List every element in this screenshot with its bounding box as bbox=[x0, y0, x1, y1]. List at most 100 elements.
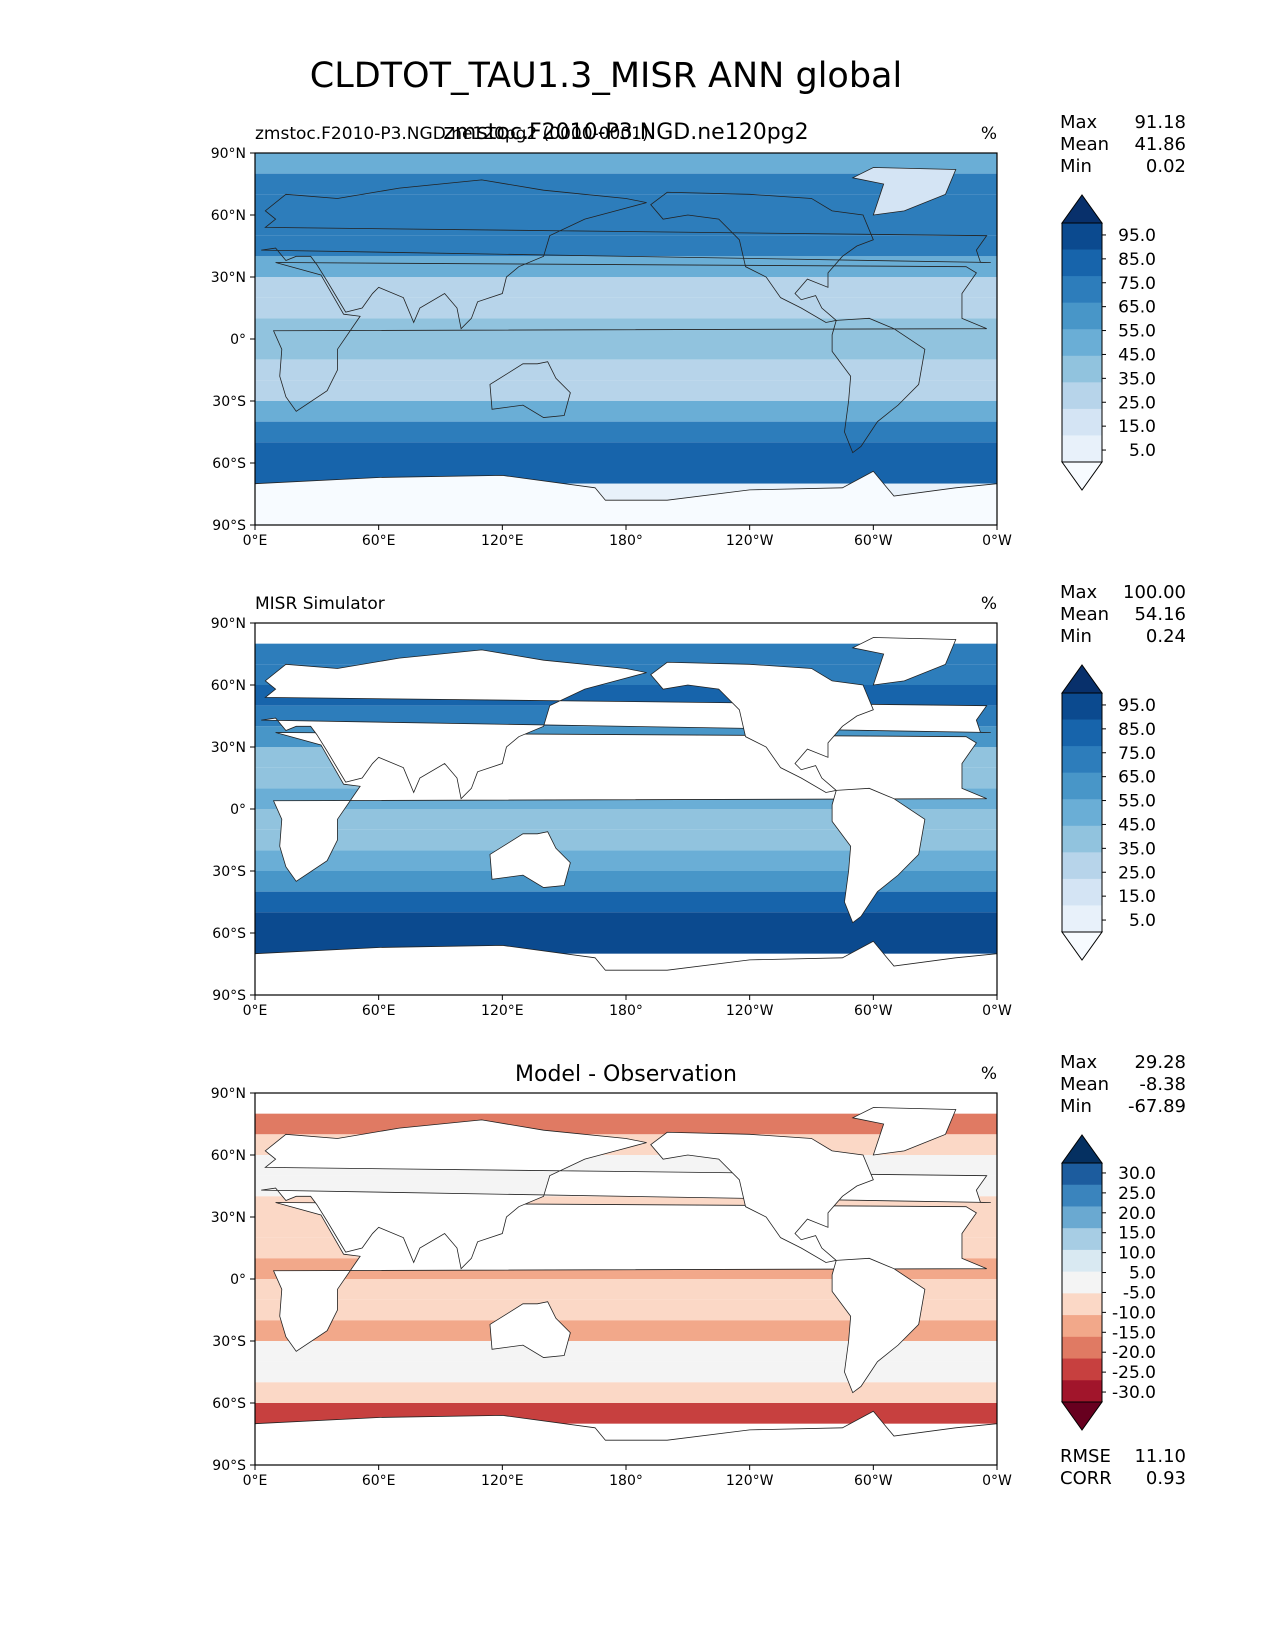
colorbar-box bbox=[1062, 852, 1102, 880]
coastline bbox=[831, 787, 926, 924]
colorbar: 30.025.020.015.010.05.0-5.0-10.0-15.0-20… bbox=[1061, 1134, 1156, 1431]
stat-value: 29.28 bbox=[1134, 1052, 1186, 1073]
colorbar-tick-label: -20.0 bbox=[1112, 1343, 1156, 1363]
colorbar-tick-label: 55.0 bbox=[1118, 322, 1156, 342]
y-tick-label: 60°N bbox=[211, 678, 246, 694]
colorbar-box bbox=[1062, 355, 1102, 383]
colorbar-box bbox=[1062, 1228, 1102, 1251]
zonal-band bbox=[255, 194, 997, 215]
zonal-band bbox=[255, 829, 997, 851]
y-tick-label: 60°S bbox=[212, 456, 246, 472]
y-tick-label: 0° bbox=[230, 332, 246, 348]
stat-label: Min bbox=[1060, 626, 1092, 647]
colorbar-tick-label: 15.0 bbox=[1118, 417, 1156, 437]
zonal-band bbox=[255, 809, 997, 830]
colorbar-box bbox=[1062, 878, 1102, 906]
y-tick-label: 60°N bbox=[211, 208, 246, 224]
y-tick-label: 0° bbox=[230, 1272, 246, 1288]
zonal-band bbox=[255, 442, 997, 463]
colorbar-tick-label: 30.0 bbox=[1118, 1164, 1156, 1184]
x-tick-label: 120°E bbox=[481, 1003, 524, 1019]
zonal-band bbox=[255, 912, 997, 933]
coastline bbox=[489, 831, 571, 888]
coastlines bbox=[255, 1107, 997, 1465]
zonal-band bbox=[255, 850, 997, 871]
x-tick-label: 0°E bbox=[243, 533, 268, 549]
colorbar-frame bbox=[1061, 222, 1103, 463]
zonal-band bbox=[255, 1299, 997, 1321]
zonal-band bbox=[255, 297, 997, 319]
colorbar-box bbox=[1062, 1249, 1102, 1273]
y-tick-label: 90°S bbox=[212, 988, 246, 1004]
colorbar-tick-label: 65.0 bbox=[1118, 298, 1156, 318]
colorbar-box bbox=[1062, 1271, 1102, 1294]
x-tick-label: 120°W bbox=[726, 533, 774, 549]
x-tick-label: 0°E bbox=[243, 1003, 268, 1019]
colorbar-box bbox=[1062, 1293, 1102, 1316]
colorbar-tick-label: 25.0 bbox=[1118, 1184, 1156, 1204]
stat-label: Mean bbox=[1060, 604, 1109, 625]
colorbar-tick-label: -10.0 bbox=[1112, 1303, 1156, 1323]
colorbar-extend-top bbox=[1061, 664, 1103, 694]
zonal-band bbox=[255, 173, 997, 195]
panel-units: % bbox=[981, 594, 997, 614]
coastline bbox=[489, 1301, 571, 1358]
stat-value: 0.24 bbox=[1146, 626, 1186, 647]
coastline bbox=[851, 167, 957, 216]
coastline bbox=[255, 470, 997, 525]
coastline bbox=[831, 317, 926, 454]
colorbar-tick-label: 55.0 bbox=[1118, 792, 1156, 812]
colorbar-tick-label: 65.0 bbox=[1118, 768, 1156, 788]
x-tick-label: 120°E bbox=[481, 1473, 524, 1489]
zonal-band bbox=[255, 359, 997, 381]
colorbar-box bbox=[1062, 1358, 1102, 1381]
x-tick-label: 180° bbox=[609, 533, 643, 549]
coastline bbox=[851, 637, 957, 686]
zonal-band bbox=[255, 1279, 997, 1300]
colorbar-box bbox=[1062, 1336, 1102, 1360]
colorbar-box bbox=[1062, 772, 1102, 800]
coastline bbox=[261, 179, 991, 330]
y-tick-label: 90°S bbox=[212, 518, 246, 534]
colorbar-extend-bottom bbox=[1061, 1401, 1103, 1431]
colorbar-box bbox=[1062, 1206, 1102, 1229]
colorbar-tick-label: 15.0 bbox=[1118, 1224, 1156, 1244]
map-panel-1: 0°E 60°E 120°E 180° 120°W 60°W 0°W 90°N 60°N 30°N… bbox=[211, 112, 1186, 549]
footer-stat-label: RMSE bbox=[1060, 1446, 1111, 1467]
colorbar-box bbox=[1062, 329, 1102, 357]
colorbar-box bbox=[1062, 1163, 1102, 1186]
x-tick-label: 0°W bbox=[982, 1473, 1012, 1489]
map-panel-2: 0°E 60°E 120°E 180° 120°W 60°W 0°W 90°N 60°N 30°N… bbox=[211, 582, 1186, 1019]
colorbar-box bbox=[1062, 799, 1102, 827]
stat-value: 91.18 bbox=[1134, 112, 1186, 133]
y-tick-label: 30°N bbox=[211, 740, 246, 756]
colorbar-box bbox=[1062, 905, 1102, 933]
stat-label: Max bbox=[1060, 582, 1098, 603]
coastline bbox=[831, 1257, 926, 1394]
colorbar-box bbox=[1062, 276, 1102, 304]
panel-center-title: Model - Observation bbox=[515, 1062, 737, 1087]
colorbar-tick-label: 75.0 bbox=[1118, 274, 1156, 294]
colorbar-tick-label: 25.0 bbox=[1118, 393, 1156, 413]
y-tick-label: 90°N bbox=[211, 1086, 246, 1102]
stat-label: Mean bbox=[1060, 1074, 1109, 1095]
colorbar-tick-label: -25.0 bbox=[1112, 1363, 1156, 1383]
footer-stat-value: 11.10 bbox=[1134, 1446, 1186, 1467]
y-tick-label: 30°S bbox=[212, 1334, 246, 1350]
x-tick-label: 60°W bbox=[854, 1003, 893, 1019]
figure-title: CLDTOT_TAU1.3_MISR ANN global bbox=[309, 56, 903, 96]
zonal-band bbox=[255, 1320, 997, 1341]
x-tick-label: 60°E bbox=[362, 1003, 396, 1019]
colorbar: 95.0 85.0 75.0 65.0 55.0 45.0 35.0 25.0 15.0 5.0 bbox=[1061, 194, 1156, 491]
stat-label: Max bbox=[1060, 1052, 1098, 1073]
x-tick-label: 60°E bbox=[362, 533, 396, 549]
colorbar-box bbox=[1062, 382, 1102, 410]
colorbar-box bbox=[1062, 693, 1102, 721]
stat-label: Mean bbox=[1060, 134, 1109, 155]
stat-value: 41.86 bbox=[1134, 134, 1186, 155]
overlapping-subtitle: zmstoc.F2010-P3.NGD.ne120pg2 bbox=[443, 120, 808, 145]
colorbar-tick-label: 95.0 bbox=[1118, 696, 1156, 716]
colorbar-box bbox=[1062, 408, 1102, 436]
coastline bbox=[261, 649, 991, 800]
